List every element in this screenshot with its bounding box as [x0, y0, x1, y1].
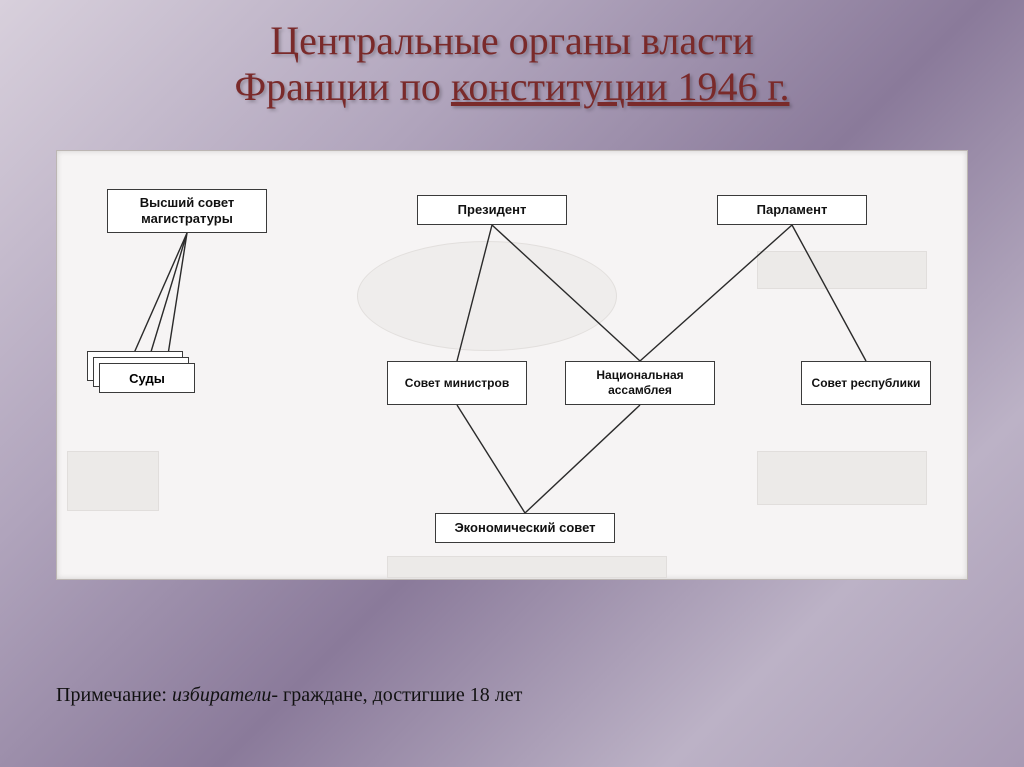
- node-label: Национальная ассамблея: [572, 368, 708, 398]
- slide: Центральные органы власти Франции по кон…: [0, 0, 1024, 767]
- node-label: Суды: [129, 371, 165, 386]
- slide-title: Центральные органы власти Франции по кон…: [0, 18, 1024, 110]
- node-label: Высший совет магистратуры: [114, 195, 260, 228]
- node-parliament: Парламент: [717, 195, 867, 225]
- node-assembly: Национальная ассамблея: [565, 361, 715, 405]
- footnote-rest: - граждане, достигшие 18 лет: [271, 684, 522, 706]
- footnote-label: Примечание:: [56, 684, 167, 706]
- node-republic: Совет республики: [801, 361, 931, 405]
- node-economic: Экономический совет: [435, 513, 615, 543]
- footnote: Примечание: избиратели- граждане, достиг…: [56, 684, 522, 707]
- node-courts-stack: Суды: [87, 351, 207, 401]
- node-president: Президент: [417, 195, 567, 225]
- title-line2-prefix: Франции по: [235, 64, 451, 109]
- node-label: Совет республики: [812, 376, 921, 391]
- node-magistracy: Высший совет магистратуры: [107, 189, 267, 233]
- diagram: Высший совет магистратуры Президент Парл…: [56, 150, 968, 580]
- node-label: Совет министров: [405, 376, 509, 391]
- title-line1: Центральные органы власти: [270, 18, 754, 63]
- node-label: Экономический совет: [454, 520, 595, 536]
- node-courts: Суды: [99, 363, 195, 393]
- node-label: Парламент: [757, 202, 828, 218]
- footnote-italic: избиратели: [172, 684, 271, 706]
- title-line2-underlined: конституции 1946 г.: [451, 64, 790, 109]
- node-ministers: Совет министров: [387, 361, 527, 405]
- node-label: Президент: [458, 202, 527, 218]
